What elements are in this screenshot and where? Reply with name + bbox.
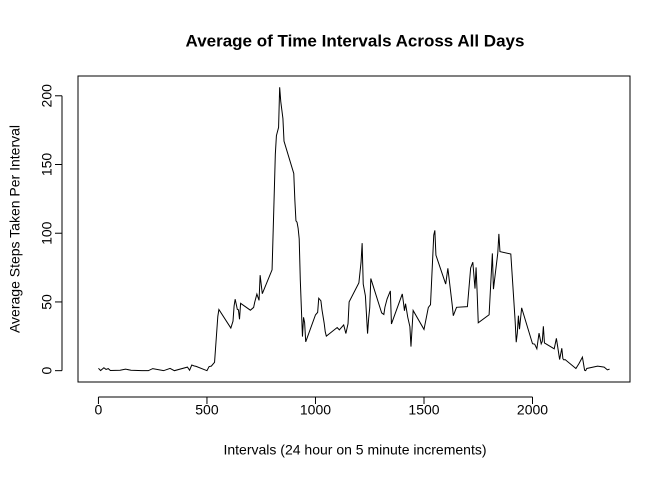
x-tick-label: 500 (195, 402, 219, 418)
y-tick-label: 0 (39, 367, 55, 375)
chart-title: Average of Time Intervals Across All Day… (186, 31, 525, 50)
data-line (98, 87, 610, 372)
x-axis-title: Intervals (24 hour on 5 minute increment… (223, 442, 486, 458)
y-tick-label: 50 (39, 294, 55, 310)
x-tick-label: 1000 (300, 402, 331, 418)
x-tick-label: 1500 (408, 402, 439, 418)
x-tick-label: 0 (95, 402, 103, 418)
x-tick-label: 2000 (517, 402, 548, 418)
y-tick-label: 100 (39, 221, 55, 245)
y-axis-title: Average Steps Taken Per Interval (7, 125, 23, 333)
y-tick-label: 150 (39, 153, 55, 177)
y-tick-label: 200 (39, 84, 55, 108)
plot-box (77, 75, 631, 383)
